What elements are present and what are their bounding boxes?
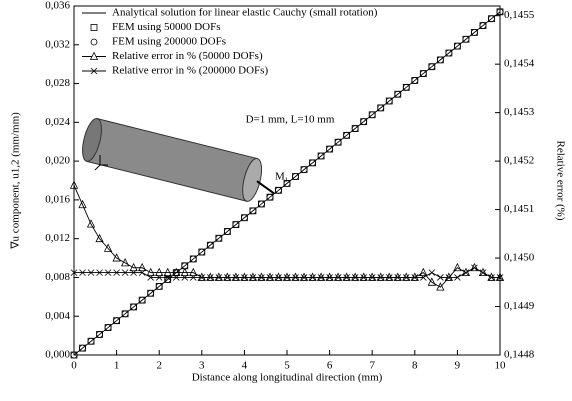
y-tick-label: 0,008 [45,271,70,283]
marker-cross [429,270,435,276]
y-tick-label: 0,028 [45,77,70,89]
y2-tick-label: 0,1450 [504,252,535,264]
y2-tick-label: 0,1453 [504,106,535,118]
legend-label: FEM using 50000 DOFs [112,21,221,33]
x-tick-label: 8 [412,360,418,372]
marker-square [91,25,97,31]
x-tick-label: 0 [71,360,77,372]
cylinder-body [87,119,258,202]
marker-circle [91,39,97,45]
y-tick-label: 0,004 [45,310,70,322]
x-tick-label: 1 [114,360,120,372]
y2-tick-label: 0,1454 [504,58,535,70]
y2-tick-label: 0,1449 [504,300,535,312]
y2-tick-label: 0,1455 [504,9,535,21]
cylinder-illustration [79,117,282,208]
x-tick-label: 10 [495,360,507,372]
y-tick-label: 0,036 [45,0,70,12]
y2-tick-label: 0,1452 [504,155,534,167]
annotation: D=1 mm, L=10 mm [246,114,335,126]
series-line [74,12,500,355]
x-tick-label: 2 [156,360,162,372]
y-tick-label: 0,012 [45,232,70,244]
x-axis-label: Distance along longitudinal direction (m… [192,372,383,384]
x-tick-label: 4 [242,360,248,372]
x-tick-label: 3 [199,360,205,372]
y-tick-label: 0,024 [45,116,70,128]
chart: 0,000 0,004 0,008 0,012 0,016 0,020 0,024 0,028… [0,0,572,401]
y-tick-label: 0,020 [45,155,70,167]
y2-tick-label: 0,1451 [504,203,534,215]
x-tick-label: 5 [284,360,290,372]
legend-label: FEM using 200000 DOFs [112,36,226,48]
x-tick-label: 9 [455,360,461,372]
legend-label: Relative error in % (50000 DOFs) [112,50,263,62]
x-tick-label: 7 [369,360,375,372]
legend: Analytical solution for linear elastic C… [82,7,378,77]
legend-label: Relative error in % (200000 DOFs) [112,65,268,77]
y2-axis-label: Relative error (%) [554,140,566,220]
y-tick-label: 0,016 [45,193,70,205]
y2-tick-label: 0,1448 [504,349,535,361]
y-tick-label: 0,032 [45,38,70,50]
legend-label: Analytical solution for linear elastic C… [112,7,378,19]
series-line [74,185,500,287]
y-axis-label: ∇u component, u1,2 (mm/mm) [10,112,22,250]
x-tick-label: 6 [327,360,333,372]
y-tick-label: 0,000 [45,349,70,361]
